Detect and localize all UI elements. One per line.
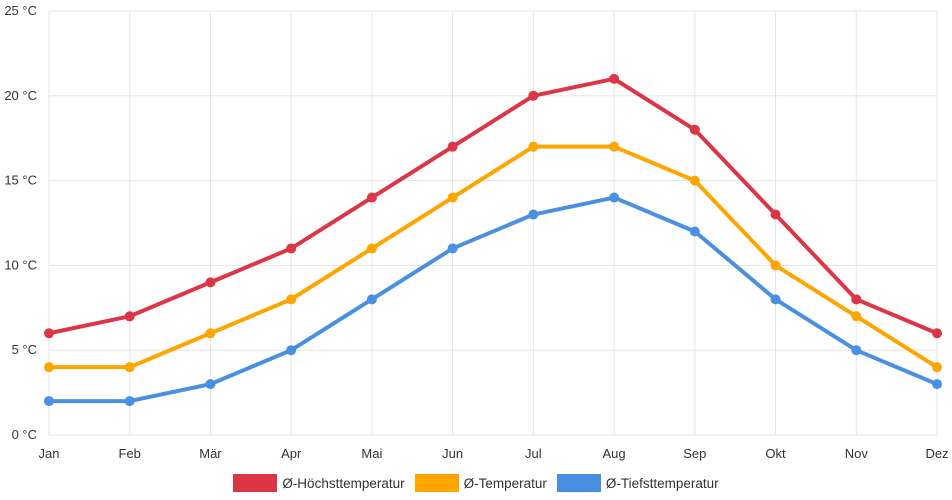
y-tick-label: 20 °C [4, 88, 37, 103]
data-point-s2-6[interactable] [528, 209, 539, 220]
x-tick-label: Nov [845, 446, 869, 461]
x-tick-label: Apr [281, 446, 302, 461]
data-point-s1-5[interactable] [447, 192, 458, 203]
data-point-s0-7[interactable] [609, 73, 620, 84]
data-point-s1-7[interactable] [609, 141, 620, 152]
data-point-s2-9[interactable] [770, 294, 781, 305]
y-tick-label: 25 °C [4, 3, 37, 18]
data-point-s2-4[interactable] [366, 294, 377, 305]
legend-item-avg-temp[interactable]: Ø-Temperatur [414, 474, 547, 492]
y-tick-label: 10 °C [4, 257, 37, 272]
data-point-s0-5[interactable] [447, 141, 458, 152]
data-point-s0-3[interactable] [286, 243, 297, 254]
data-point-s2-1[interactable] [124, 396, 135, 407]
data-point-s1-1[interactable] [124, 362, 135, 373]
x-tick-label: Feb [119, 446, 141, 461]
legend-swatch-max-temp [233, 474, 278, 492]
data-point-s2-0[interactable] [44, 396, 54, 407]
grid-lines [48, 10, 938, 436]
x-tick-label: Okt [765, 446, 786, 461]
x-tick-label: Jan [39, 446, 60, 461]
data-point-s0-8[interactable] [689, 124, 700, 135]
legend-label-min-temp: Ø-Tiefsttemperatur [605, 475, 719, 491]
legend-swatch-min-temp [556, 474, 601, 492]
legend: Ø-Höchsttemperatur Ø-Temperatur Ø-Tiefst… [0, 471, 952, 495]
series-line-1 [47, 144, 939, 370]
legend-item-min-temp[interactable]: Ø-Tiefsttemperatur [556, 474, 719, 492]
x-tick-label: Aug [603, 446, 626, 461]
data-point-s0-0[interactable] [44, 328, 54, 339]
x-tick-label: Mär [199, 446, 222, 461]
x-tick-label: Mai [361, 446, 382, 461]
data-point-s2-3[interactable] [286, 345, 297, 356]
data-point-s1-8[interactable] [689, 175, 700, 186]
data-point-s1-11[interactable] [932, 362, 942, 373]
data-point-s1-2[interactable] [205, 328, 216, 339]
legend-label-avg-temp: Ø-Temperatur [463, 475, 547, 491]
data-point-s2-7[interactable] [609, 192, 620, 203]
series-line-0 [47, 76, 939, 336]
y-tick-label: 0 °C [12, 427, 37, 442]
data-point-s0-11[interactable] [932, 328, 942, 339]
data-point-s1-6[interactable] [528, 141, 539, 152]
data-point-s2-11[interactable] [932, 379, 942, 390]
y-tick-label: 5 °C [12, 342, 37, 357]
data-points [44, 73, 942, 407]
data-point-s0-2[interactable] [205, 277, 216, 288]
legend-item-max-temp[interactable]: Ø-Höchsttemperatur [233, 474, 405, 492]
data-point-s1-4[interactable] [366, 243, 377, 254]
data-point-s1-3[interactable] [286, 294, 297, 305]
legend-swatch-avg-temp [414, 474, 459, 492]
data-point-s1-10[interactable] [851, 311, 862, 322]
data-point-s0-4[interactable] [366, 192, 377, 203]
data-point-s0-6[interactable] [528, 90, 539, 101]
legend-label-max-temp: Ø-Höchsttemperatur [282, 475, 405, 491]
data-point-s0-10[interactable] [851, 294, 862, 305]
x-tick-label: Dez [925, 446, 948, 461]
y-axis-tick-labels: 0 °C 5 °C 10 °C 15 °C 20 °C 25 °C [4, 3, 37, 442]
series-lines [47, 76, 939, 404]
data-point-s2-2[interactable] [205, 379, 216, 390]
data-point-s1-9[interactable] [770, 260, 781, 271]
x-tick-label: Sep [683, 446, 706, 461]
x-axis-tick-labels: Jan Feb Mär Apr Mai Jun Jul Aug Sep Okt Nov Dez [39, 446, 949, 461]
data-point-s2-5[interactable] [447, 243, 458, 254]
data-point-s0-1[interactable] [124, 311, 135, 322]
data-point-s0-9[interactable] [770, 209, 781, 220]
data-point-s1-0[interactable] [44, 362, 54, 373]
temperature-line-chart: 0 °C 5 °C 10 °C 15 °C 20 °C 25 °C Jan Feb Mär Ap… [4, 3, 949, 461]
data-point-s2-8[interactable] [689, 226, 700, 237]
x-tick-label: Jun [442, 446, 463, 461]
x-tick-label: Jul [525, 446, 542, 461]
series-line-2 [47, 195, 939, 404]
data-point-s2-10[interactable] [851, 345, 862, 356]
y-tick-label: 15 °C [4, 173, 37, 188]
